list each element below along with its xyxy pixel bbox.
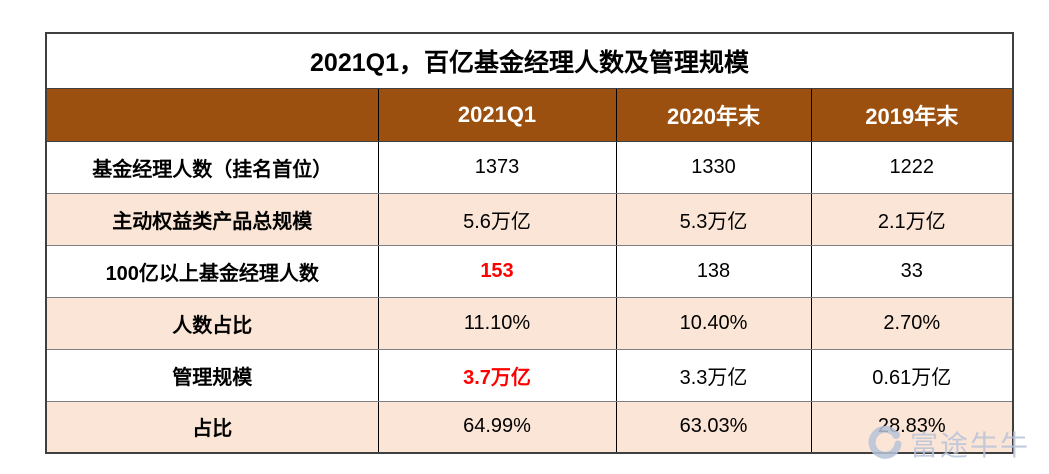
table-cell: 33: [810, 244, 1014, 298]
table-row-headcount-ratio: 人数占比 11.10% 10.40% 2.70%: [45, 296, 1014, 350]
row-label: 管理规模: [45, 348, 379, 402]
table-row-aum: 管理规模 3.7万亿 3.3万亿 0.61万亿: [45, 348, 1014, 402]
row-label: 基金经理人数（挂名首位）: [45, 140, 379, 194]
table-cell: 2.70%: [810, 296, 1014, 350]
table-cell: 10.40%: [615, 296, 812, 350]
header-cell-2019: 2019年末: [810, 88, 1014, 142]
row-label: 100亿以上基金经理人数: [45, 244, 379, 298]
table-cell: 63.03%: [615, 400, 812, 454]
row-label: 主动权益类产品总规模: [45, 192, 379, 246]
table-row-manager-count: 基金经理人数（挂名首位） 1373 1330 1222: [45, 140, 1014, 194]
table-cell: 1330: [615, 140, 812, 194]
table-cell: 5.3万亿: [615, 192, 812, 246]
table-cell-highlighted: 3.7万亿: [377, 348, 617, 402]
table-cell: 64.99%: [377, 400, 617, 454]
row-label: 人数占比: [45, 296, 379, 350]
table-cell: 3.3万亿: [615, 348, 812, 402]
row-label: 占比: [45, 400, 379, 454]
table-cell: 1222: [810, 140, 1014, 194]
table-cell: 28.83%: [810, 400, 1014, 454]
table-cell: 5.6万亿: [377, 192, 617, 246]
table-title-row: 2021Q1，百亿基金经理人数及管理规模: [46, 33, 1014, 89]
table-cell: 1373: [377, 140, 617, 194]
table-cell: 0.61万亿: [810, 348, 1014, 402]
table-row-aum-ratio: 占比 64.99% 63.03% 28.83%: [45, 400, 1014, 454]
header-cell-2020: 2020年末: [615, 88, 812, 142]
table-cell: 138: [615, 244, 812, 298]
fund-manager-table: 2021Q1，百亿基金经理人数及管理规模 2021Q1 2020年末 2019年…: [45, 32, 1015, 454]
header-cell-2021q1: 2021Q1: [377, 88, 617, 142]
table-header-row: 2021Q1 2020年末 2019年末: [45, 88, 1014, 142]
table-row-over-10b-count: 100亿以上基金经理人数 153 138 33: [45, 244, 1014, 298]
header-cell-empty: [45, 88, 379, 142]
table-cell: 2.1万亿: [810, 192, 1014, 246]
table-title: 2021Q1，百亿基金经理人数及管理规模: [46, 33, 1014, 89]
table-cell: 11.10%: [377, 296, 617, 350]
table-row-active-equity-scale: 主动权益类产品总规模 5.6万亿 5.3万亿 2.1万亿: [45, 192, 1014, 246]
table-cell-highlighted: 153: [377, 244, 617, 298]
